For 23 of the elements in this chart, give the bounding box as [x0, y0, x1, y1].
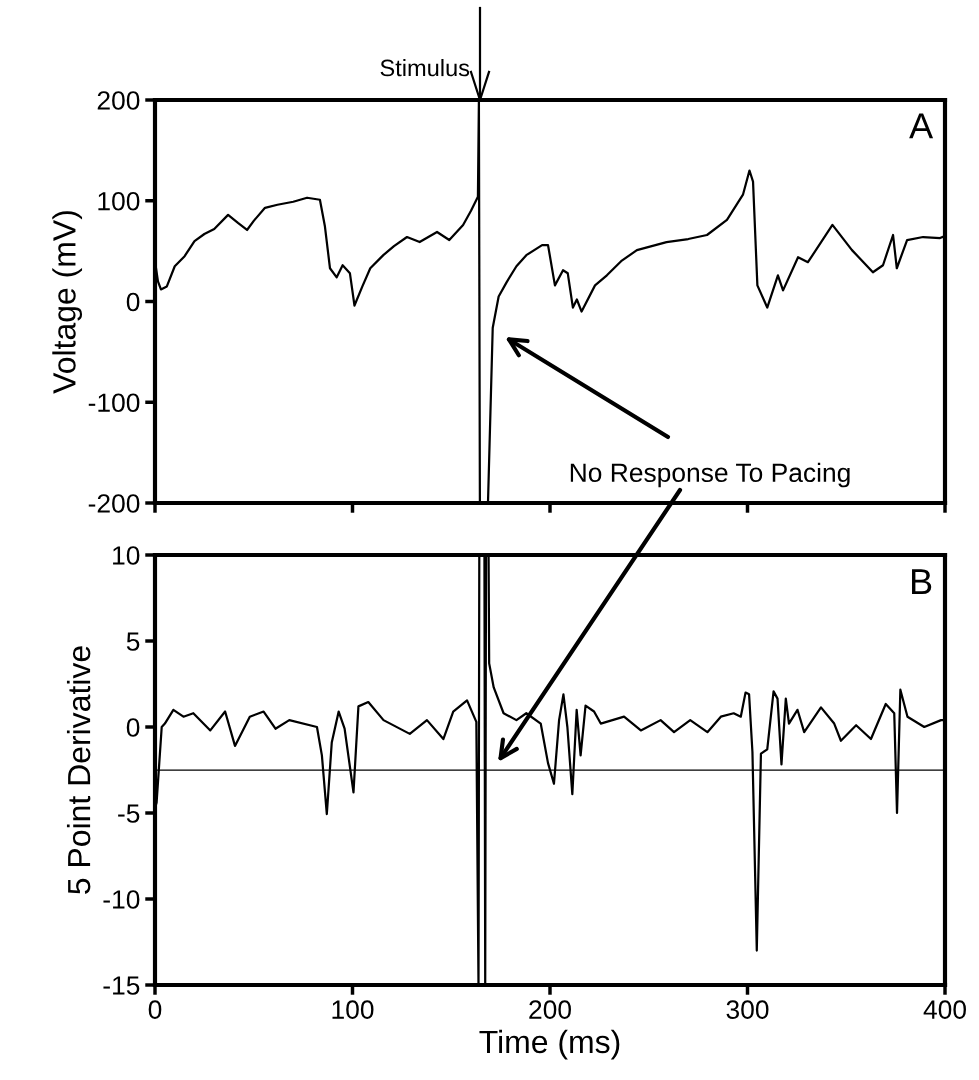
- text: Stimulus: [380, 59, 470, 77]
- y-tick-label: -200: [88, 494, 140, 513]
- y-tick-label: 200: [97, 91, 140, 110]
- y-tick-label: -100: [88, 393, 140, 413]
- x-tick-label: 400: [923, 1000, 966, 1019]
- x-axis-title: Time (ms): [479, 1029, 620, 1060]
- y-tick-label: -15: [103, 976, 140, 995]
- y-tick-label: 10: [113, 546, 140, 565]
- y-tick-label: 5: [126, 632, 140, 651]
- y-tick-label: 0: [126, 718, 140, 737]
- x-tick-label: 0: [148, 1000, 162, 1019]
- x-tick-label: 200: [529, 1000, 571, 1019]
- y-tick-label: 0: [126, 292, 140, 312]
- y-tick-label: -5: [118, 804, 140, 823]
- x-tick-label: 300: [726, 1000, 769, 1019]
- y-axis-title: 5 Point Derivative: [66, 646, 91, 894]
- annotation: B: [912, 569, 932, 595]
- y-tick-label: 100: [98, 191, 140, 211]
- y-tick-label: -10: [103, 890, 140, 909]
- annotation: No Response To Pacing: [570, 462, 850, 488]
- y-axis-title: Voltage (mV): [52, 211, 83, 394]
- annotation: A: [909, 113, 934, 139]
- x-tick-label: 100: [332, 1000, 374, 1019]
